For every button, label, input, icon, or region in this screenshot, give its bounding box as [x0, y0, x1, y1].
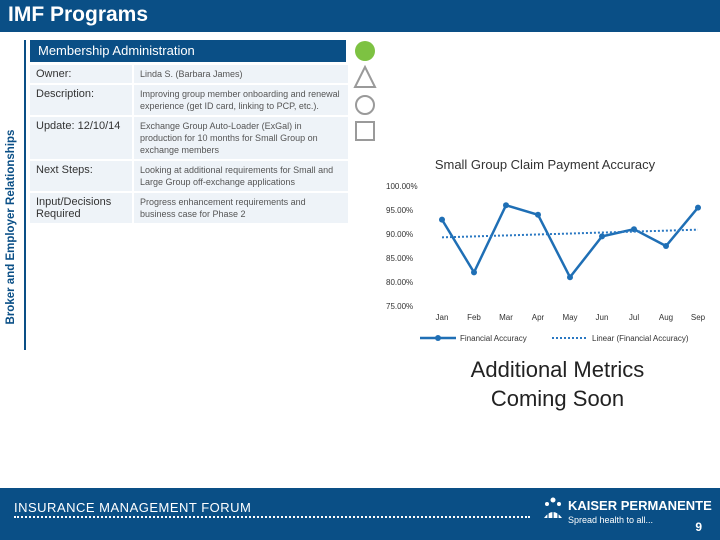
table-row: Owner: Linda S. (Barbara James) [30, 65, 348, 83]
coming-soon-line1: Additional Metrics [470, 357, 645, 382]
table-row: Description: Improving group member onbo… [30, 85, 348, 115]
data-point [535, 211, 541, 218]
owner-value: Linda S. (Barbara James) [134, 65, 348, 83]
kaiser-logo-icon [544, 497, 562, 518]
input-decisions-value: Progress enhancement requirements and bu… [134, 193, 348, 223]
legend-label: Linear (Financial Accuracy) [592, 334, 689, 343]
x-tick-label: Feb [467, 313, 481, 322]
page-title: IMF Programs [8, 3, 149, 26]
y-tick-label: 75.00% [386, 302, 413, 311]
kaiser-brand-name: KAISER PERMANENTE [568, 498, 712, 513]
status-square-icon [355, 121, 375, 141]
coming-soon-text: Additional Metrics Coming Soon [440, 355, 675, 413]
kaiser-tagline: Spread health to all... [568, 515, 654, 525]
status-green-circle [355, 41, 375, 61]
side-divider [24, 40, 26, 350]
next-steps-label: Next Steps: [30, 161, 134, 191]
coming-soon-line2: Coming Soon [490, 386, 625, 411]
x-tick-label: Jun [596, 313, 609, 322]
series-line [440, 203, 699, 280]
data-point [663, 243, 669, 249]
accuracy-line-chart: 100.00% 95.00% 90.00% 85.00% 80.00% 75.00% Jan… [386, 182, 706, 343]
legend-marker-financial [435, 335, 441, 341]
legend-label: Financial Accuracy [460, 334, 527, 343]
y-tick-label: 80.00% [386, 278, 413, 287]
y-tick-label: 100.00% [386, 182, 418, 191]
section-title: Membership Administration [38, 43, 195, 58]
side-band: Broker and Employer Relationships [0, 38, 24, 350]
footer-forum-name: INSURANCE MANAGEMENT FORUM [14, 500, 252, 515]
data-point [503, 202, 509, 209]
x-tick-label: Mar [499, 313, 513, 322]
data-point [599, 233, 605, 240]
data-point [695, 204, 701, 211]
data-point [471, 269, 477, 276]
trend-line [441, 228, 699, 239]
x-tick-label: Jul [629, 313, 639, 322]
data-point [439, 216, 445, 223]
chart-title: Small Group Claim Payment Accuracy [434, 157, 656, 172]
footer-dotted-rule [14, 516, 530, 518]
side-label: Broker and Employer Relationships [5, 129, 17, 325]
table-row: Next Steps: Looking at additional requir… [30, 161, 348, 191]
x-tick-label: Apr [532, 313, 545, 322]
x-tick-label: Sep [691, 313, 706, 322]
title-bar: IMF Programs [0, 0, 720, 32]
page-number: 9 [695, 520, 702, 534]
x-tick-label: Jan [436, 313, 449, 322]
status-indicators [353, 41, 377, 141]
y-tick-label: 90.00% [386, 230, 413, 239]
status-triangle-icon [353, 64, 377, 88]
x-tick-label: May [562, 313, 577, 322]
y-tick-label: 85.00% [386, 254, 413, 263]
info-table: Owner: Linda S. (Barbara James) Descript… [30, 63, 348, 225]
footer: INSURANCE MANAGEMENT FORUM KAISER PERMAN… [0, 488, 720, 540]
update-value: Exchange Group Auto-Loader (ExGal) in pr… [134, 117, 348, 159]
description-label: Description: [30, 85, 134, 115]
table-row: Update: 12/10/14 Exchange Group Auto-Loa… [30, 117, 348, 159]
input-decisions-label: Input/Decisions Required [30, 193, 134, 223]
description-value: Improving group member onboarding and re… [134, 85, 348, 115]
data-point [567, 274, 573, 281]
status-circle-icon [355, 95, 375, 115]
next-steps-value: Looking at additional requirements for S… [134, 161, 348, 191]
section-header: Membership Administration [30, 40, 346, 62]
owner-label: Owner: [30, 65, 134, 83]
update-label: Update: 12/10/14 [30, 117, 134, 159]
table-row: Input/Decisions Required Progress enhanc… [30, 193, 348, 223]
x-tick-label: Aug [659, 313, 673, 322]
y-tick-label: 95.00% [386, 206, 413, 215]
